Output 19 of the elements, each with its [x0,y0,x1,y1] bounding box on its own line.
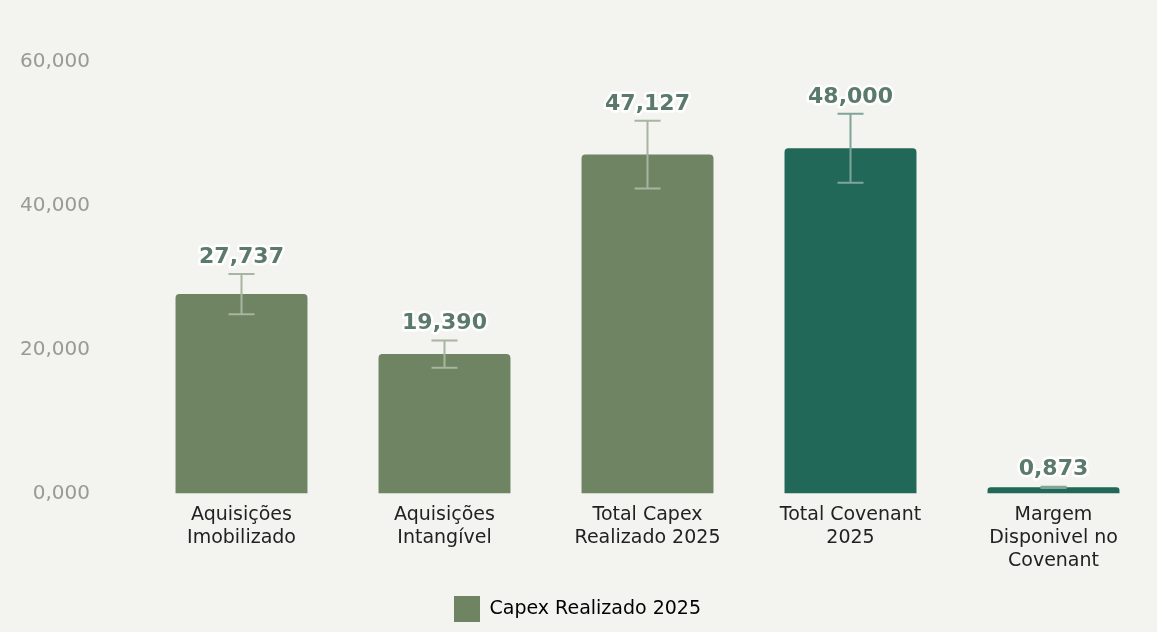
x-tick-label: Aquisições Imobilizado [187,501,296,547]
y-tick-label: 60,000 [20,48,90,73]
bar [175,294,308,494]
data-label: 19,390 [402,309,487,335]
bar [378,354,511,494]
y-tick-label: 0,000 [32,479,90,504]
data-label: 48,000 [808,82,893,108]
x-tick-label: Margem Disponivel no Covenant [989,501,1118,570]
x-tick-label: Total Covenant 2025 [778,501,922,547]
bar [784,148,917,494]
bar [581,154,714,494]
x-tick-label: Aquisições Intangível [394,501,495,547]
y-tick-label: 40,000 [20,192,90,217]
data-label: 27,737 [199,242,284,268]
data-label: 0,873 [1018,455,1089,481]
data-label: 47,127 [605,89,690,115]
legend-label: Capex Realizado 2025 [489,595,702,618]
x-tick-label: Total Capex Realizado 2025 [574,501,721,547]
y-tick-label: 20,000 [20,335,90,360]
